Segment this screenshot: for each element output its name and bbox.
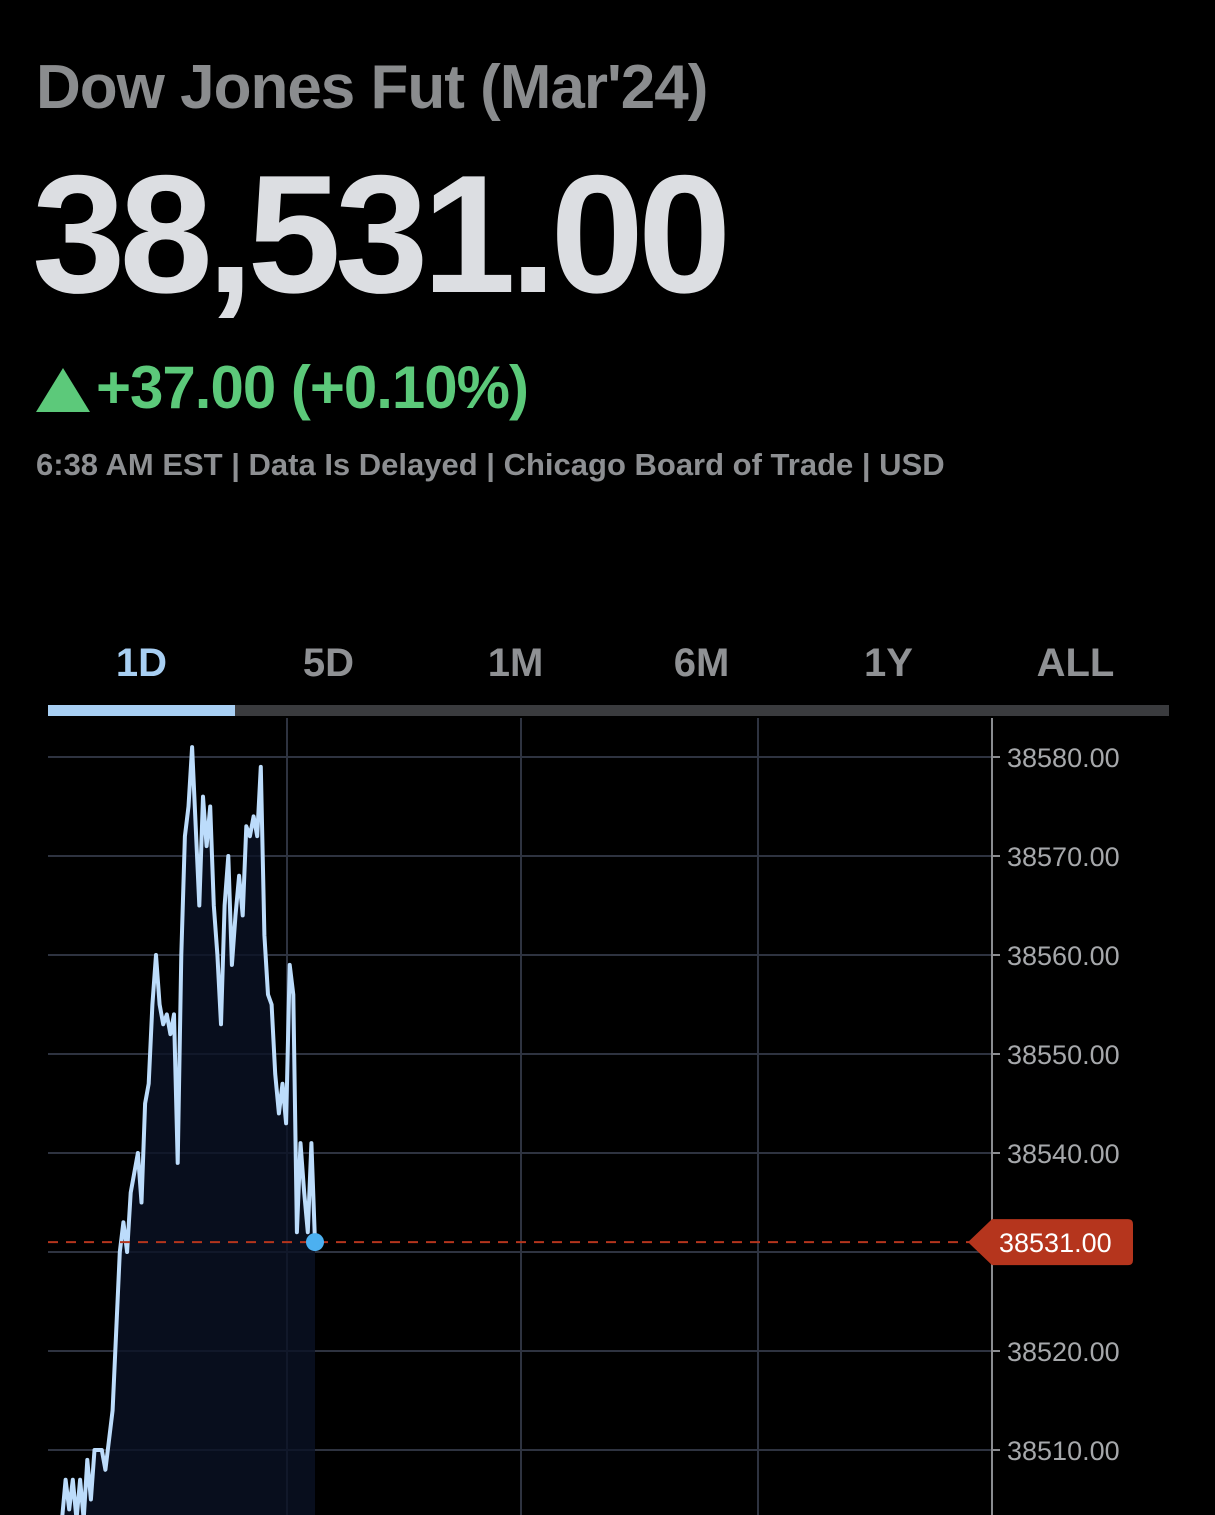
series-line [60,745,317,1515]
last-point-dot [306,1233,324,1252]
tab-5d[interactable]: 5D [302,641,355,685]
range-tabs: 1D 5D 1M 6M 1Y ALL [48,630,1169,718]
y-tick-label: 38520.00 [1007,1337,1120,1367]
instrument-title: Dow Jones Fut (Mar'24) [36,53,708,122]
tab-active-indicator [48,705,235,716]
y-tick-label: 38540.00 [1007,1139,1120,1169]
tab-6m[interactable]: 6M [673,641,730,685]
current-price-label: 38531.00 [999,1228,1112,1258]
tab-1m[interactable]: 1M [487,641,544,685]
y-tick-label: 38510.00 [1007,1436,1120,1466]
triangle-up-icon [36,368,90,412]
current-price-tag [968,1219,1133,1266]
y-tick-label: 38580.00 [1007,743,1120,773]
tab-1y[interactable]: 1Y [864,641,913,685]
price-change-value: +37.00 (+0.10%) [96,353,529,421]
y-tick-label: 38570.00 [1007,842,1120,872]
series-area [62,747,315,1515]
tab-1d[interactable]: 1D [115,641,168,685]
y-tick-label: 38560.00 [1007,941,1120,971]
price-change: +37.00 (+0.10%) [36,352,529,422]
y-tick-label: 38550.00 [1007,1040,1120,1070]
last-price: 38,531.00 [32,140,731,328]
tab-track [48,705,1169,716]
quote-meta: 6:38 AM EST | Data Is Delayed | Chicago … [36,447,945,482]
tab-all[interactable]: ALL [1036,641,1115,685]
